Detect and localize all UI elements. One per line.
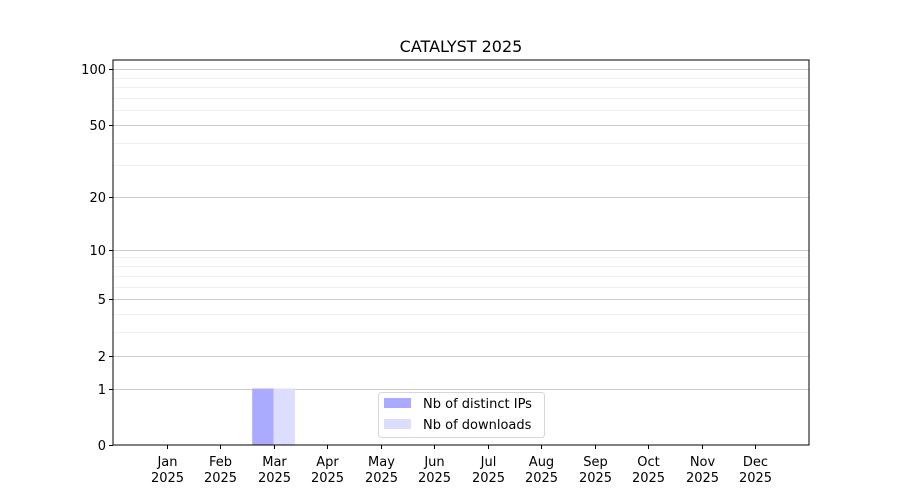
x-tick-label: Nov 2025 (686, 455, 719, 486)
x-tick-label-line: Sep (583, 455, 608, 470)
x-tick-label-line: 2025 (258, 471, 291, 486)
x-tick-label-line: 2025 (739, 471, 772, 486)
x-tick-label-line: Feb (209, 455, 232, 470)
y-axis: 0 1 2 5 10 20 50 100 (81, 63, 113, 454)
x-tick-label-line: 2025 (686, 471, 719, 486)
x-tick-label: Feb 2025 (204, 455, 237, 486)
x-tick-label: Oct 2025 (632, 455, 665, 486)
y-tick-label: 10 (89, 244, 106, 259)
y-tick-label: 2 (98, 350, 106, 365)
x-tick-label-line: Dec (743, 455, 768, 470)
x-tick-label-line: 2025 (418, 471, 451, 486)
grid (113, 69, 809, 390)
x-tick-label-line: Nov (690, 455, 716, 470)
y-tick-label: 50 (89, 119, 106, 134)
chart-title: CATALYST 2025 (400, 37, 523, 56)
legend-swatch (384, 398, 411, 408)
x-tick-label-line: 2025 (632, 471, 665, 486)
x-tick-label: Apr 2025 (311, 455, 344, 486)
plot-frame (112, 59, 810, 446)
x-tick-label: Jun 2025 (418, 455, 451, 486)
y-tick-label: 20 (89, 191, 106, 206)
x-tick-label-line: 2025 (525, 471, 558, 486)
legend-label: Nb of downloads (423, 418, 532, 433)
x-tick-label-line: Jun (423, 455, 444, 470)
x-tick-label-line: 2025 (579, 471, 612, 486)
x-tick-label: Jul 2025 (472, 455, 505, 486)
y-tick-label: 1 (98, 383, 106, 398)
x-tick-label-line: Jul (480, 455, 497, 470)
x-tick-label-line: Oct (637, 455, 659, 470)
x-tick-label-line: Aug (529, 455, 554, 470)
legend-box (378, 392, 545, 438)
x-tick-label-line: May (368, 455, 395, 470)
x-tick-label-line: 2025 (311, 471, 344, 486)
x-tick-label-line: 2025 (365, 471, 398, 486)
x-tick-label: May 2025 (365, 455, 398, 486)
y-tick-label: 0 (98, 439, 106, 454)
x-tick-label-line: 2025 (204, 471, 237, 486)
x-tick-label: Jan 2025 (151, 455, 184, 486)
x-tick-label-line: Apr (316, 455, 339, 470)
y-tick-label: 100 (81, 63, 106, 78)
y-tick-label: 5 (98, 293, 106, 308)
bars (252, 388, 296, 445)
x-tick-label: Dec 2025 (739, 455, 772, 486)
x-tick-label-line: Jan (156, 455, 177, 470)
bar-distinct-ips (252, 388, 274, 445)
x-tick-label: Mar 2025 (258, 455, 291, 486)
legend-label: Nb of distinct IPs (423, 397, 532, 412)
x-tick-label: Sep 2025 (579, 455, 612, 486)
x-tick-label: Aug 2025 (525, 455, 558, 486)
x-tick-label-line: Mar (262, 455, 287, 470)
legend: Nb of distinct IPs Nb of downloads (378, 392, 545, 438)
legend-swatch (384, 419, 411, 429)
x-tick-label-line: 2025 (472, 471, 505, 486)
x-tick-label-line: 2025 (151, 471, 184, 486)
bar-downloads (273, 388, 296, 445)
